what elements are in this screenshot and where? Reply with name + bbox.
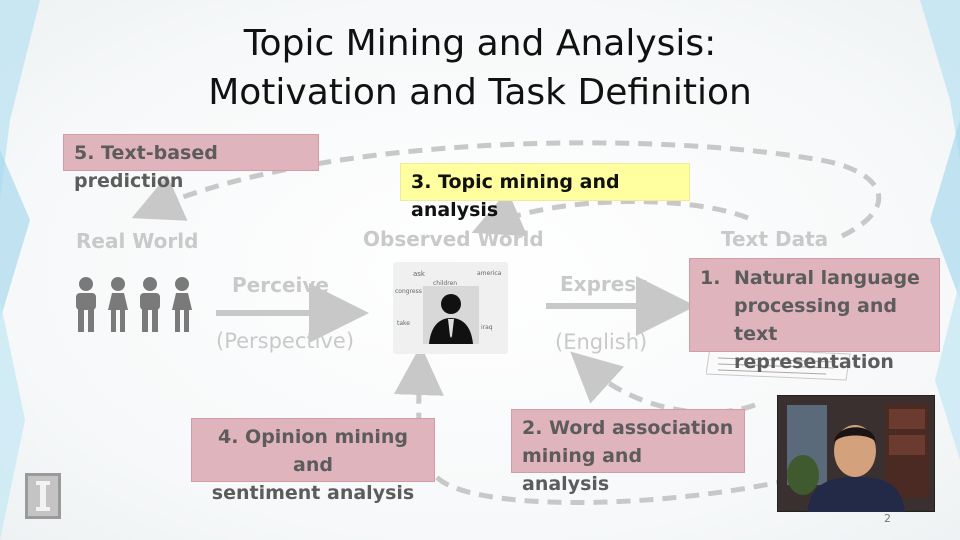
- text-document-icon: [706, 347, 851, 381]
- box-word-line-1: 2. Word association: [522, 417, 734, 439]
- observed-world-image: ask children america congress take iraq: [393, 262, 508, 354]
- box-opinion-mining: 4. Opinion mining and sentiment analysis: [191, 418, 435, 504]
- box-text-based-prediction-label: 5. Text-based prediction: [74, 142, 218, 192]
- box-nlp-line-1: Natural language: [734, 267, 920, 289]
- cloud-word-congress: congress: [395, 288, 422, 295]
- box-nlp-line-2: processing and text: [734, 295, 897, 345]
- page-number: 2: [884, 512, 891, 525]
- cloud-word-ask: ask: [413, 270, 425, 278]
- businessman-silhouette-icon: [423, 286, 479, 344]
- box-word-line-2: mining and analysis: [522, 445, 643, 495]
- label-express: Express: [560, 272, 649, 296]
- box-nlp-number: 1.: [700, 267, 721, 289]
- box-topic-mining-label: 3. Topic mining and analysis: [411, 171, 620, 221]
- arrow-topic-mining: [471, 190, 749, 237]
- box-topic-mining: 3. Topic mining and analysis: [400, 163, 690, 221]
- label-text-data: Text Data: [721, 227, 829, 251]
- box-word-association: 2. Word association mining and analysis: [511, 409, 745, 495]
- label-observed-world: Observed World: [363, 227, 544, 251]
- label-english: (English): [555, 330, 648, 354]
- slide-title-line-1: Topic Mining and Analysis:: [243, 23, 717, 64]
- box-nlp-line-3: representation: [734, 351, 894, 373]
- slide-title-line-2: Motivation and Task Definition: [208, 72, 752, 113]
- cloud-word-iraq: iraq: [481, 324, 493, 331]
- cloud-word-children: children: [433, 280, 458, 287]
- box-text-based-prediction: 5. Text-based prediction: [63, 134, 319, 192]
- left-decoration: [0, 0, 40, 540]
- label-real-world: Real World: [76, 229, 199, 253]
- box-nlp: 1. Natural language processing and text …: [689, 258, 940, 373]
- label-perspective: (Perspective): [216, 329, 355, 353]
- cloud-word-take: take: [397, 320, 410, 327]
- people-icon: [76, 277, 192, 332]
- presenter-video: [777, 395, 935, 512]
- box-opinion-line-1: 4. Opinion mining and: [217, 426, 409, 476]
- right-decoration: [920, 0, 960, 460]
- box-opinion-line-2: sentiment analysis: [211, 482, 415, 504]
- cloud-word-america: america: [477, 270, 502, 277]
- label-perceive: Perceive: [232, 273, 329, 297]
- university-logo-icon: [25, 473, 61, 519]
